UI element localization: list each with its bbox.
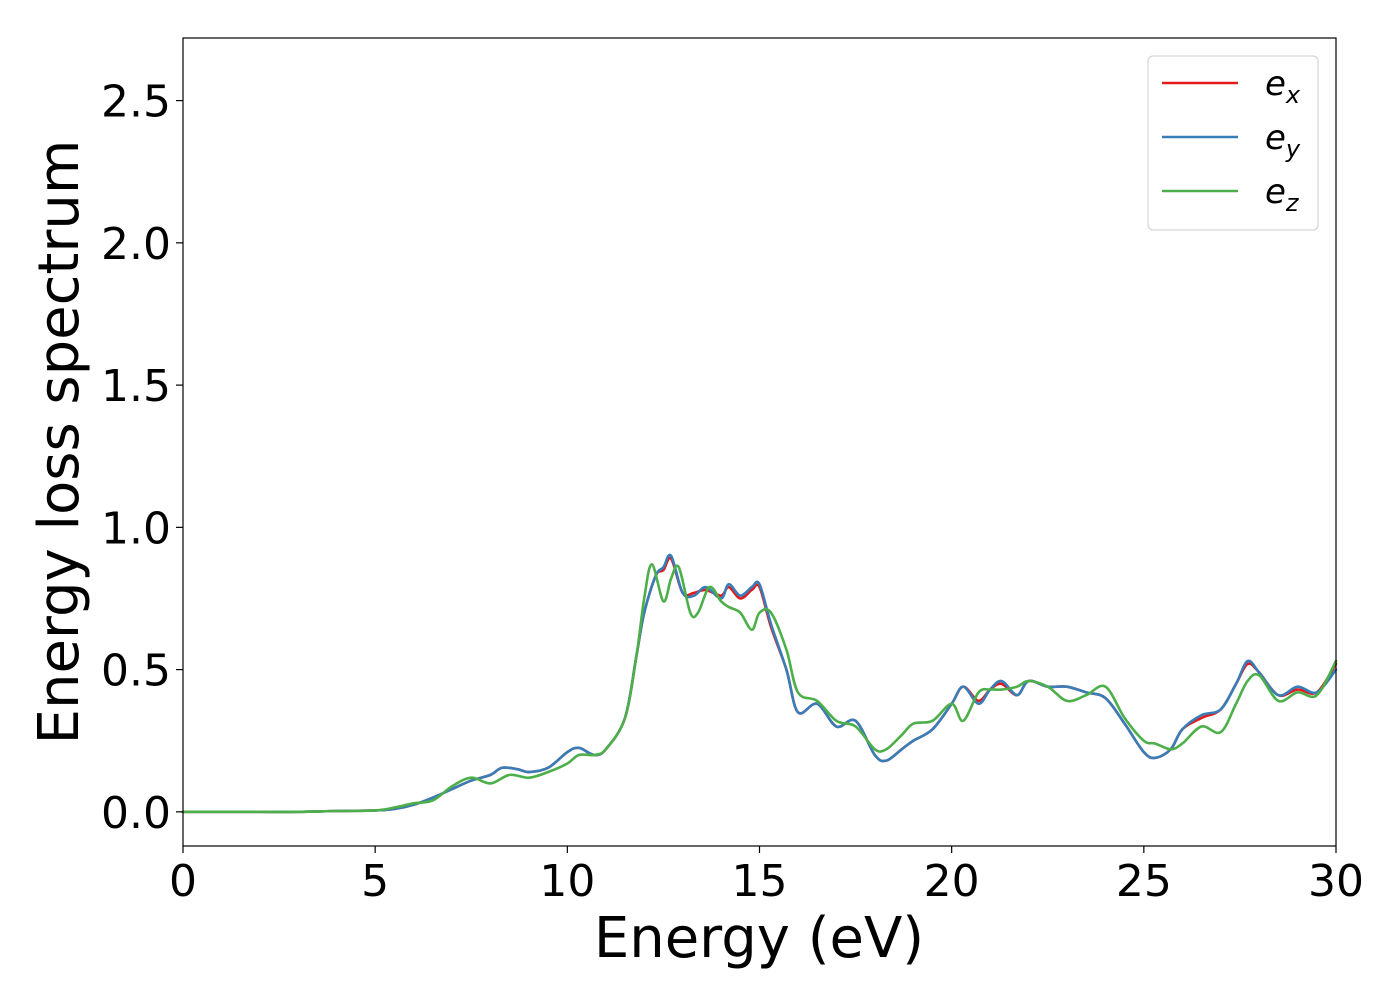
y-tick-label: 0.5 — [101, 646, 171, 697]
x-tick-label: 15 — [732, 856, 788, 907]
y-axis-title: Energy loss spectrum — [27, 140, 92, 745]
legend: ex ey ez — [1147, 55, 1319, 231]
y-tick-label: 1.0 — [101, 503, 171, 554]
series-layer — [181, 553, 1338, 814]
legend-box — [1147, 55, 1319, 231]
x-axis: 0 5 10 15 20 25 30 — [169, 846, 1364, 907]
x-tick-label: 0 — [169, 856, 197, 907]
y-tick-label: 2.5 — [101, 77, 171, 128]
y-axis: 0.0 0.5 1.0 1.5 2.0 2.5 — [101, 77, 183, 839]
legend-label-ex: ex — [1265, 64, 1301, 109]
series-line-ex — [181, 556, 1338, 814]
legend-label-ey: ey — [1265, 118, 1301, 163]
legend-label-ez: ez — [1265, 172, 1300, 217]
y-tick-label: 2.0 — [101, 219, 171, 270]
x-tick-label: 30 — [1308, 856, 1364, 907]
y-tick-label: 1.5 — [101, 361, 171, 412]
legend-items: ex ey ez — [1162, 64, 1301, 217]
x-axis-title: Energy (eV) — [594, 906, 924, 971]
series-line-ey — [181, 553, 1338, 814]
y-tick-label: 0.0 — [101, 788, 171, 839]
x-tick-label: 20 — [924, 856, 980, 907]
x-tick-label: 5 — [361, 856, 389, 907]
series-line-ez — [181, 563, 1338, 814]
x-tick-label: 10 — [539, 856, 595, 907]
x-tick-label: 25 — [1116, 856, 1172, 907]
